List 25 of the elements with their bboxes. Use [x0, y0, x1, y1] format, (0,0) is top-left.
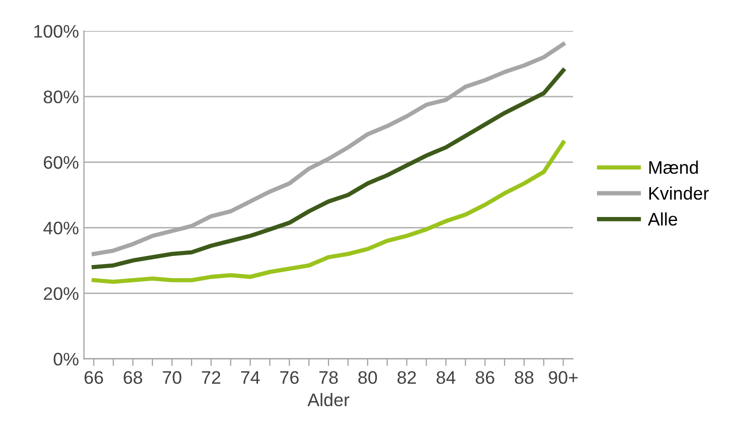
x-tick-label: 84	[436, 371, 456, 384]
y-tick-label: 60%	[44, 156, 78, 169]
x-tick-label: 66	[84, 371, 103, 384]
x-tick-label: 86	[476, 371, 494, 384]
x-tick-label: 90+	[548, 371, 578, 384]
x-tick-label: 78	[319, 371, 338, 384]
x-tick-label: 82	[398, 371, 416, 384]
x-axis-title: Alder	[307, 393, 350, 406]
x-tick-label: 76	[280, 371, 299, 384]
x-tick-label: 68	[124, 371, 142, 384]
line-series	[92, 68, 566, 270]
x-tick-label: 72	[202, 371, 220, 384]
y-tick-label: 20%	[44, 287, 78, 300]
x-tick-label: 70	[162, 371, 182, 384]
y-tick-label: 40%	[43, 222, 78, 234]
legend-label: Mænd	[649, 160, 698, 174]
x-tick-label: 74	[241, 371, 260, 384]
x-tick-label: 88	[514, 371, 534, 384]
legend-label: Alle	[648, 212, 678, 226]
y-tick-label: 80%	[44, 90, 78, 104]
line-series	[92, 140, 566, 284]
y-tick-label: 100%	[34, 24, 78, 38]
x-tick-label: 80	[358, 371, 377, 384]
legend-label: Kvinder	[649, 186, 709, 200]
y-tick-label: 0%	[54, 352, 78, 366]
